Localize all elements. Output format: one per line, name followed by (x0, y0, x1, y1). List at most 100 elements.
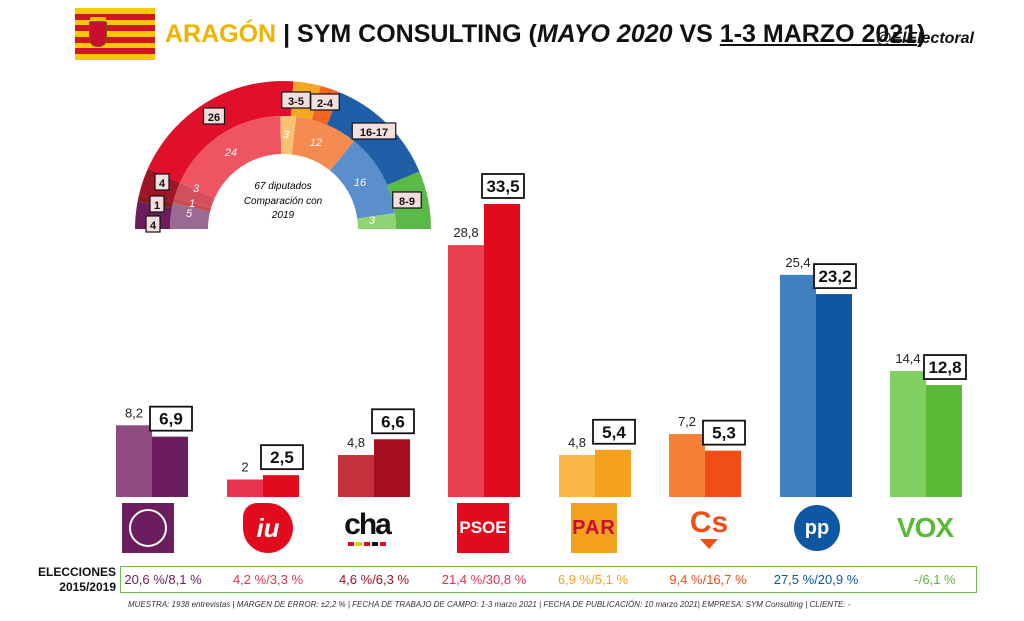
bar-prev-vox (890, 371, 926, 497)
bar-prev-pp (780, 274, 816, 497)
arc-center-line-1: 67 diputados (254, 181, 311, 192)
arc-outer-box-cs (310, 93, 340, 111)
arc-inner-par (280, 115, 297, 155)
aragon-flag (75, 8, 155, 60)
arc-outer-label-podemos: 4 (159, 178, 166, 190)
title-pollster: SYM CONSULTING ( (297, 20, 537, 48)
election-value-vox: -/6,1 % (914, 572, 956, 587)
arc-inner-label-vox: 3 (369, 215, 376, 227)
title-separator: | (283, 20, 291, 48)
label-prev-vox: 14,4 (895, 351, 920, 366)
pp-logo: pp (791, 503, 843, 553)
arc-outer-label-psoe: 26 (208, 112, 220, 124)
title-region: ARAGÓN (165, 20, 277, 48)
label-box-podemos (149, 405, 193, 432)
arc-outer-box-pp (351, 122, 397, 140)
arc-inner-label-cs: 12 (310, 137, 322, 149)
bar-curr-pp (816, 294, 852, 497)
arc-outer-box-podemos (154, 173, 170, 191)
arc-inner-cha (174, 182, 215, 209)
vox-logo: VOX (896, 512, 954, 543)
arc-outer-label-vox: 8-9 (399, 196, 415, 208)
arc-center-line-3: 2019 (271, 210, 295, 221)
label-prev-iu: 2 (241, 460, 248, 475)
election-value-pp: 27,5 %/20,9 % (773, 572, 859, 587)
label-curr-vox: 12,8 (928, 358, 961, 377)
label-curr-cs: 5,3 (712, 424, 736, 443)
arc-inner-vox (357, 213, 396, 229)
arc-inner-psoe (179, 116, 282, 199)
election-value-psoe: 21,4 %/30,8 % (441, 572, 527, 587)
bar-prev-podemos (116, 425, 152, 497)
page-title: ARAGÓN | SYM CONSULTING (MAYO 2020 VS 1-… (165, 20, 925, 49)
bar-curr-iu (263, 475, 299, 497)
title-previous-date: MAYO 2020 (536, 20, 673, 48)
label-curr-par: 5,4 (602, 423, 626, 442)
label-box-pp (813, 263, 857, 289)
bar-curr-par (595, 449, 631, 497)
podemos-logo (122, 503, 174, 553)
election-value-cha: 4,6 %/6,3 % (338, 572, 410, 587)
label-prev-cs: 7,2 (678, 414, 696, 429)
arc-outer-box-cha (145, 215, 161, 233)
label-box-iu (260, 444, 304, 471)
bar-curr-psoe (484, 204, 520, 497)
label-prev-psoe: 28,8 (453, 225, 478, 240)
arc-outer-label-pp: 16-17 (360, 127, 388, 139)
elections-label: ELECCIONES 2015/2019 (28, 565, 116, 595)
bar-prev-cha (338, 455, 374, 497)
methodology-footer: MUESTRA: 1938 entrevistas | MARGEN DE ER… (128, 600, 851, 609)
title-current-date: 1-3 MARZO 2021 (719, 20, 918, 48)
arc-outer-label-iu: 1 (154, 200, 160, 212)
bar-prev-iu (227, 479, 263, 497)
bar-prev-psoe (448, 245, 484, 497)
arc-outer-label-par: 3-5 (288, 96, 304, 108)
label-box-vox (923, 354, 967, 380)
label-box-psoe (481, 173, 525, 199)
elections-label-line-2: 2015/2019 (59, 580, 116, 594)
bar-curr-cha (374, 439, 410, 497)
arc-inner-label-psoe: 24 (224, 147, 237, 159)
label-curr-pp: 23,2 (818, 267, 851, 286)
iu-logo: iu (242, 503, 294, 553)
elections-box (120, 566, 977, 593)
arc-outer-box-vox (392, 191, 422, 209)
arc-outer-label-cs: 2-4 (317, 98, 334, 110)
label-prev-pp: 25,4 (785, 255, 810, 270)
bar-curr-podemos (152, 436, 188, 497)
label-curr-iu: 2,5 (270, 448, 294, 467)
label-curr-psoe: 33,5 (486, 177, 519, 196)
election-value-podemos: 20,6 %/8,1 % (124, 572, 202, 587)
title-vs: VS (672, 20, 720, 48)
title-close: ) (917, 20, 926, 48)
label-box-cs (702, 419, 746, 446)
label-prev-par: 4,8 (568, 435, 586, 450)
election-value-par: 6,9 %/5,1 % (557, 572, 629, 587)
arc-inner-label-pp: 16 (354, 177, 367, 189)
arc-center-line-2: Comparación con (244, 196, 323, 207)
bar-curr-vox (926, 385, 962, 497)
arc-outer-psoe (147, 80, 294, 183)
election-value-cs: 9,4 %/16,7 % (669, 572, 747, 587)
arc-outer-box-psoe (202, 107, 226, 125)
label-box-par (592, 418, 636, 445)
arc-inner-label-podemos: 5 (186, 208, 193, 220)
label-prev-podemos: 8,2 (125, 405, 143, 420)
psoe-logo: PSOE (457, 503, 509, 553)
arc-inner-iu (173, 197, 211, 212)
bar-prev-cs (669, 434, 705, 497)
cha-logo: cha (341, 503, 393, 553)
arc-inner-cs (291, 116, 355, 171)
bar-prev-par (559, 455, 595, 497)
arc-inner-label-par: 3 (283, 129, 290, 141)
label-box-cha (371, 408, 415, 435)
arc-inner-podemos (170, 202, 211, 229)
bar-curr-cs (705, 450, 741, 497)
par-logo: PAR (568, 503, 620, 553)
election-value-iu: 4,2 %/3,3 % (232, 572, 304, 587)
label-prev-cha: 4,8 (347, 435, 365, 450)
twitter-handle: @ElElectoral (875, 30, 974, 47)
elections-label-line-1: ELECCIONES (37, 565, 116, 579)
